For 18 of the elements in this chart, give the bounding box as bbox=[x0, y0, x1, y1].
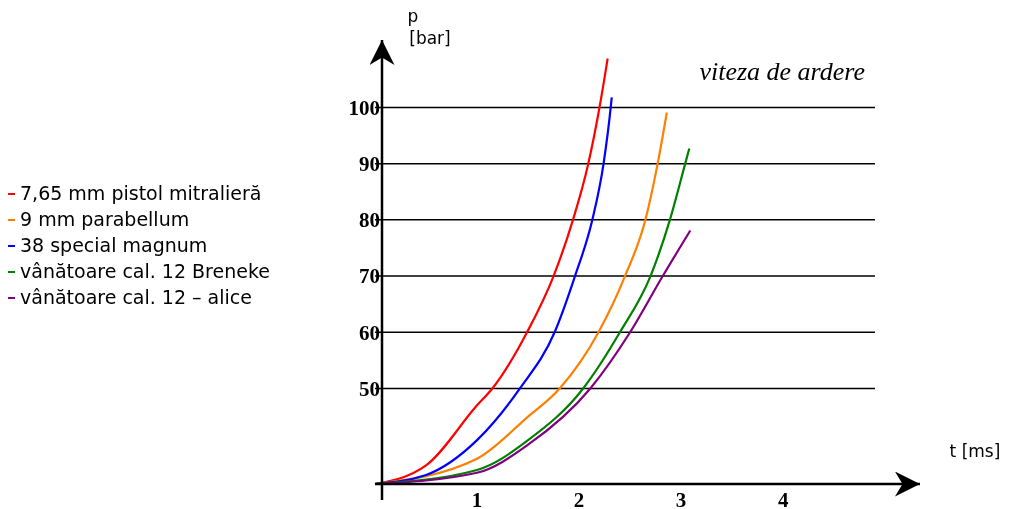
y-axis-title: p [bar] bbox=[407, 6, 451, 48]
y-tick-label: 80 bbox=[359, 208, 380, 233]
x-tick-label: 1 bbox=[471, 488, 483, 509]
x-tick-label: 3 bbox=[675, 488, 687, 509]
text: viteza de ardere bbox=[699, 57, 865, 86]
legend-label: 38 special magnum bbox=[20, 234, 208, 256]
y-tick-label: 100 bbox=[348, 95, 380, 120]
y-tick-label: 90 bbox=[359, 152, 380, 176]
legend-label: vânătoare cal. 12 – alice bbox=[20, 286, 252, 308]
x-tick-label: 2 bbox=[573, 488, 585, 509]
x-axis-title: t [ms] bbox=[949, 441, 1001, 461]
y-tick-label: 50 bbox=[359, 376, 380, 401]
legend-label: 7,65 mm pistol mitralieră bbox=[20, 182, 262, 204]
x-tick-label: 4 bbox=[777, 488, 789, 509]
y-tick-label: 70 bbox=[359, 264, 380, 289]
legend-label: 9 mm parabellum bbox=[20, 208, 190, 230]
legend-label: vânătoare cal. 12 Breneke bbox=[20, 260, 270, 282]
y-tick-label: 60 bbox=[359, 320, 380, 345]
